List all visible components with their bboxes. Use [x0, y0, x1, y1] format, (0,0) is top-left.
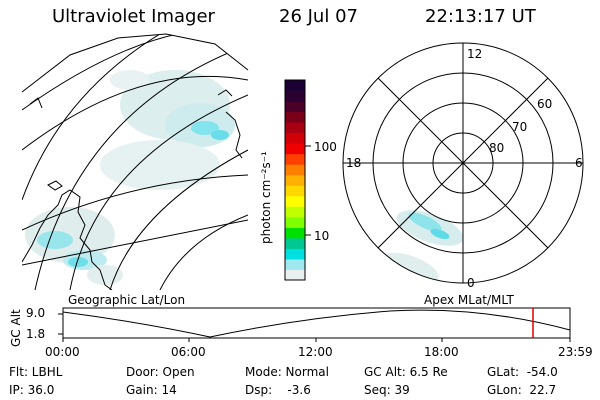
- colorbar-unit-label: photon cm⁻²s⁻¹: [259, 151, 273, 244]
- geo-coastline: [22, 89, 243, 290]
- info-seq: Seq: 39: [364, 383, 410, 397]
- polar-label-top: 12: [467, 47, 483, 61]
- y-tick-1-8: 1.8: [26, 327, 46, 341]
- polar-ring-80: 80: [489, 141, 505, 155]
- colorbar-swatch: [285, 101, 305, 113]
- colorbar-tick-100: 100: [314, 140, 337, 154]
- geographic-label: Geographic Lat/Lon: [68, 293, 186, 307]
- app-title: Ultraviolet Imager: [52, 6, 215, 27]
- colorbar-swatch: [285, 248, 305, 260]
- info-ip: IP: 36.0: [9, 383, 55, 397]
- altitude-curve: [62, 309, 571, 338]
- polar-emission-region: [381, 210, 464, 283]
- colorbar-swatch: [285, 132, 305, 144]
- geo-emission-region-north: [100, 70, 235, 190]
- info-dsp: Dsp: -3.6: [245, 383, 311, 397]
- colorbar-swatch: [285, 195, 305, 207]
- altitude-timeline-panel: [58, 307, 571, 342]
- info-mode: Mode: Normal: [245, 365, 329, 379]
- polar-label-bottom: 0: [467, 276, 475, 290]
- colorbar-swatch: [285, 185, 305, 197]
- x-tick-1800: 18:00: [424, 345, 459, 359]
- color-scale-bar: [284, 79, 311, 281]
- colorbar-swatch: [285, 153, 305, 165]
- polar-label-left: 18: [346, 156, 362, 170]
- info-glat: GLat: -54.0: [487, 365, 558, 379]
- info-gain: Gain: 14: [126, 383, 177, 397]
- colorbar-swatch: [285, 80, 305, 92]
- colorbar-swatch: [285, 111, 305, 123]
- colorbar-swatch: [285, 174, 305, 186]
- colorbar-swatch: [285, 164, 305, 176]
- polar-label-right: 6: [575, 156, 583, 170]
- date-label: 26 Jul 07: [279, 6, 358, 27]
- colorbar-swatch: [285, 122, 305, 134]
- x-tick-2359: 23:59: [558, 345, 593, 359]
- polar-grid: [342, 42, 584, 284]
- colorbar-swatch: [285, 206, 305, 218]
- geographic-map-panel: [21, 33, 249, 290]
- colorbar-tick-10: 10: [314, 229, 330, 243]
- colorbar-swatch: [285, 269, 305, 281]
- colorbar-swatch: [285, 258, 305, 270]
- info-gc-alt: GC Alt: 6.5 Re: [364, 365, 448, 379]
- apex-label: Apex MLat/MLT: [424, 293, 514, 307]
- y-tick-9: 9.0: [26, 306, 46, 320]
- colorbar-swatch: [285, 216, 305, 228]
- colorbar-swatch: [285, 237, 305, 249]
- info-flt: Flt: LBHL: [9, 365, 63, 379]
- polar-ring-60: 60: [537, 97, 553, 111]
- colorbar-swatch: [285, 227, 305, 239]
- geo-grid: [22, 34, 248, 290]
- info-door: Door: Open: [126, 365, 195, 379]
- polar-mlat-mlt-panel: [342, 42, 584, 284]
- x-tick-1200: 12:00: [298, 345, 333, 359]
- time-label: 22:13:17 UT: [425, 6, 536, 27]
- polar-ring-70: 70: [512, 120, 528, 134]
- gc-alt-axis-title: GC Alt: [9, 309, 23, 347]
- info-glon: GLon: 22.7: [487, 383, 557, 397]
- x-tick-0000: 00:00: [45, 345, 80, 359]
- colorbar-swatch: [285, 90, 305, 102]
- colorbar-swatch: [285, 143, 305, 155]
- x-tick-0600: 06:00: [171, 345, 206, 359]
